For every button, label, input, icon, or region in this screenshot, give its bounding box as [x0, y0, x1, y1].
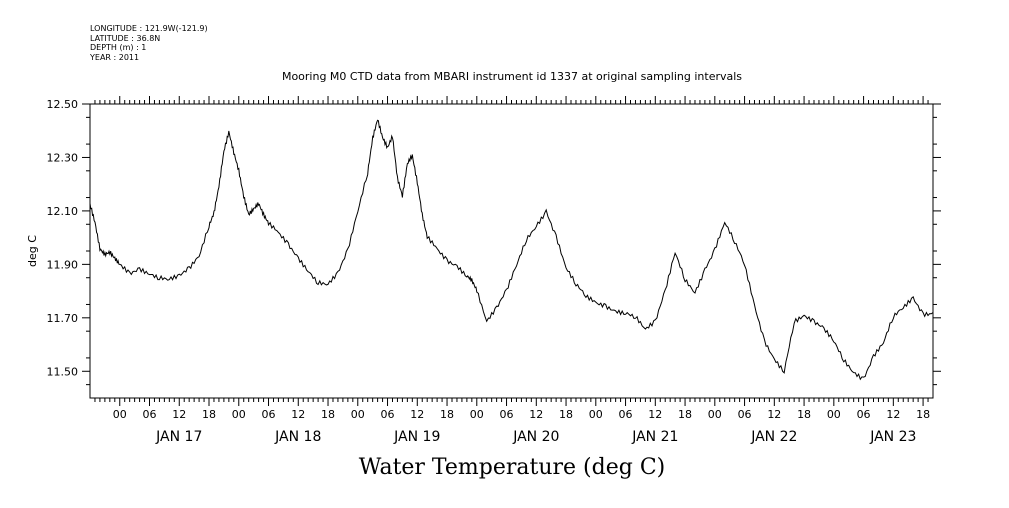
x-hour-label: 00: [470, 408, 484, 421]
x-axis-labels: 00 06 12 18 00 06 12 18 00 06 12 18 00 06 12 18 00 06 12 18…: [113, 408, 930, 445]
x-hour-label: 00: [589, 408, 603, 421]
longitude-label: LONGITUDE : 121.9W(-121.9): [90, 24, 208, 33]
x-hour-label: 06: [738, 408, 752, 421]
x-hour-label: 18: [797, 408, 811, 421]
x-hour-label: 06: [500, 408, 514, 421]
x-hour-label: 00: [113, 408, 127, 421]
chart-title: Mooring M0 CTD data from MBARI instrumen…: [282, 70, 742, 83]
series-layer: [89, 119, 934, 381]
y-axis-label: deg C: [26, 235, 39, 267]
x-hour-label: 12: [291, 408, 305, 421]
x-hour-label: 00: [351, 408, 365, 421]
y-tick-label: 12.30: [47, 151, 79, 164]
latitude-label: LATITUDE : 36.8N: [90, 34, 160, 43]
plot-frame: [89, 103, 934, 399]
y-axis-ticks: 11.50 11.70 11.90 12.10 12.30 12.50: [47, 98, 941, 386]
y-tick-label: 11.50: [47, 365, 79, 378]
x-axis-ticks: [94, 96, 929, 406]
x-hour-label: 12: [886, 408, 900, 421]
y-tick-label: 11.70: [47, 312, 79, 325]
series-line-water-temperature: [89, 119, 934, 381]
x-hour-label: 12: [410, 408, 424, 421]
x-day-label: JAN 23: [869, 429, 916, 445]
x-hour-label: 00: [232, 408, 246, 421]
x-hour-label: 18: [202, 408, 216, 421]
x-day-label: JAN 20: [512, 429, 559, 445]
x-day-label: JAN 22: [750, 429, 797, 445]
x-hour-label: 18: [559, 408, 573, 421]
x-hour-label: 18: [678, 408, 692, 421]
x-hour-label: 06: [381, 408, 395, 421]
y-tick-label: 12.50: [47, 98, 79, 111]
depth-label: DEPTH (m) : 1: [90, 43, 146, 52]
x-hour-label: 06: [143, 408, 157, 421]
x-day-label: JAN 17: [155, 429, 202, 445]
year-label: YEAR : 2011: [89, 53, 139, 62]
x-hour-label: 06: [262, 408, 276, 421]
x-hour-label: 12: [172, 408, 186, 421]
y-tick-label: 12.10: [47, 205, 79, 218]
x-hour-label: 18: [916, 408, 930, 421]
x-hour-label: 18: [440, 408, 454, 421]
x-day-label: JAN 19: [393, 429, 440, 445]
x-hour-label: 12: [767, 408, 781, 421]
x-hour-label: 12: [529, 408, 543, 421]
x-hour-label: 18: [321, 408, 335, 421]
x-day-label: JAN 21: [631, 429, 678, 445]
bottom-title: Water Temperature (deg C): [359, 455, 666, 480]
x-hour-label: 12: [648, 408, 662, 421]
x-hour-label: 06: [619, 408, 633, 421]
x-hour-label: 00: [827, 408, 841, 421]
x-hour-label: 00: [708, 408, 722, 421]
y-tick-label: 11.90: [47, 258, 79, 271]
x-hour-label: 06: [857, 408, 871, 421]
x-day-label: JAN 18: [274, 429, 321, 445]
